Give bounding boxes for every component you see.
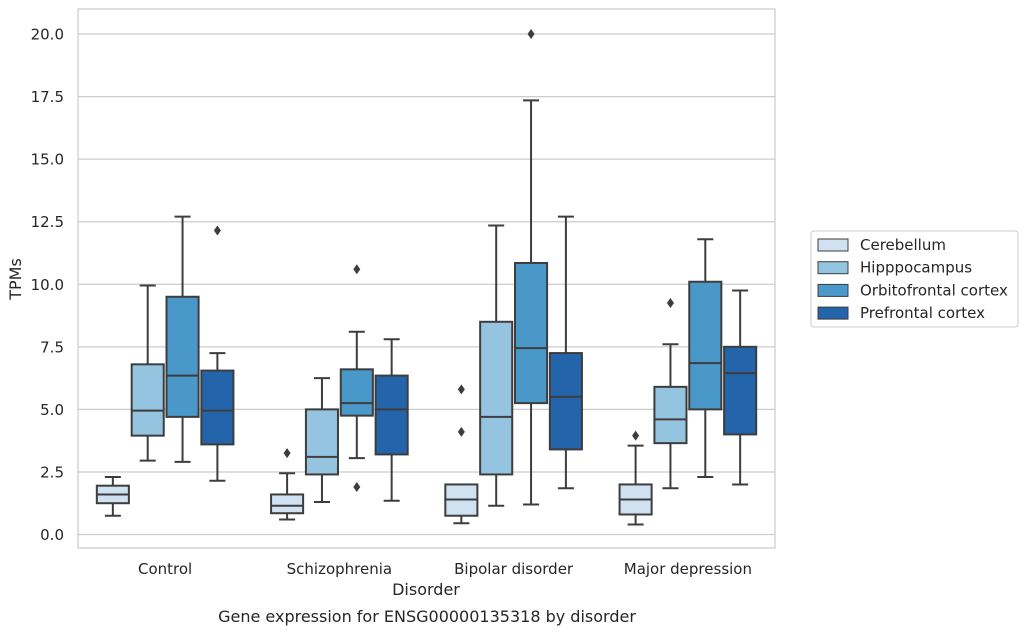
- outlier-marker: [457, 426, 465, 437]
- legend: Cerebellum Hipppocampus Orbitofrontal cort…: [810, 230, 1019, 328]
- outlier-marker: [353, 264, 361, 275]
- outlier-marker: [666, 298, 674, 309]
- y-tick-label: 10.0: [31, 276, 64, 294]
- box-body: [374, 374, 409, 456]
- y-tick-label: 12.5: [31, 213, 64, 231]
- box-1-0: [130, 284, 165, 462]
- box-body: [514, 261, 549, 405]
- box-0-0: [95, 475, 130, 517]
- x-tick-label: Major depression: [624, 560, 752, 578]
- y-tick-label: 5.0: [40, 401, 64, 419]
- box-3-1: [374, 338, 409, 502]
- outlier-marker: [457, 384, 465, 395]
- outlier-marker: [283, 448, 291, 459]
- box-body: [653, 385, 688, 445]
- box-body: [270, 493, 305, 515]
- box-body: [723, 345, 758, 436]
- x-tick-label: Schizophrenia: [287, 560, 392, 578]
- box-body: [200, 369, 235, 446]
- box-1-2: [479, 224, 514, 507]
- box-0-2: [444, 384, 479, 525]
- box-body: [479, 320, 514, 476]
- y-axis-title: TPMs: [6, 258, 25, 301]
- outlier-marker: [353, 481, 361, 492]
- y-tick-label: 17.5: [31, 88, 64, 106]
- legend-label: Prefrontal cortex: [860, 304, 985, 322]
- y-tick-label: 7.5: [40, 338, 64, 356]
- box-0-3: [618, 430, 653, 526]
- outlier-marker: [527, 29, 535, 39]
- legend-label: Hipppocampus: [860, 259, 972, 277]
- plot-frame: [77, 8, 776, 549]
- box-3-0: [200, 225, 235, 482]
- y-tick-label: 2.5: [40, 463, 64, 481]
- legend-swatch: [817, 306, 849, 320]
- y-tick-label: 0.0: [40, 526, 64, 544]
- box-body: [165, 295, 200, 418]
- box-2-2: [514, 29, 549, 506]
- box-body: [304, 408, 339, 476]
- y-tick-label: 20.0: [31, 26, 64, 44]
- box-1-3: [653, 298, 688, 490]
- legend-swatch: [817, 283, 849, 297]
- box-body: [548, 352, 583, 451]
- chart-caption: Gene expression for ENSG00000135318 by d…: [218, 607, 636, 626]
- box-body: [130, 363, 165, 437]
- box-1-1: [304, 377, 339, 503]
- legend-label: Orbitofrontal cortex: [860, 281, 1008, 299]
- legend-label: Cerebellum: [860, 236, 946, 254]
- legend-swatch: [817, 261, 849, 275]
- legend-frame: [810, 230, 1019, 328]
- legend-swatch: [817, 238, 849, 252]
- outlier-marker: [213, 225, 221, 236]
- x-axis-ticks: Control Schizophrenia Bipolar disorder Majo…: [138, 560, 752, 578]
- box-2-0: [165, 215, 200, 463]
- boxes: [95, 29, 758, 526]
- x-tick-label: Control: [138, 560, 192, 578]
- box-3-2: [548, 215, 583, 490]
- box-0-1: [270, 448, 305, 521]
- box-3-3: [723, 289, 758, 486]
- y-axis-ticks: 0.0 2.5 5.0 7.5 10.0 12.5 15.0 17.5 20.0: [31, 26, 64, 545]
- box-body: [339, 368, 374, 417]
- y-tick-label: 15.0: [31, 151, 64, 169]
- box-2-1: [339, 264, 374, 492]
- x-axis-title: Disorder: [392, 580, 460, 599]
- box-body: [688, 280, 723, 411]
- box-2-3: [688, 238, 723, 478]
- x-tick-label: Bipolar disorder: [454, 560, 574, 578]
- outlier-marker: [632, 430, 640, 441]
